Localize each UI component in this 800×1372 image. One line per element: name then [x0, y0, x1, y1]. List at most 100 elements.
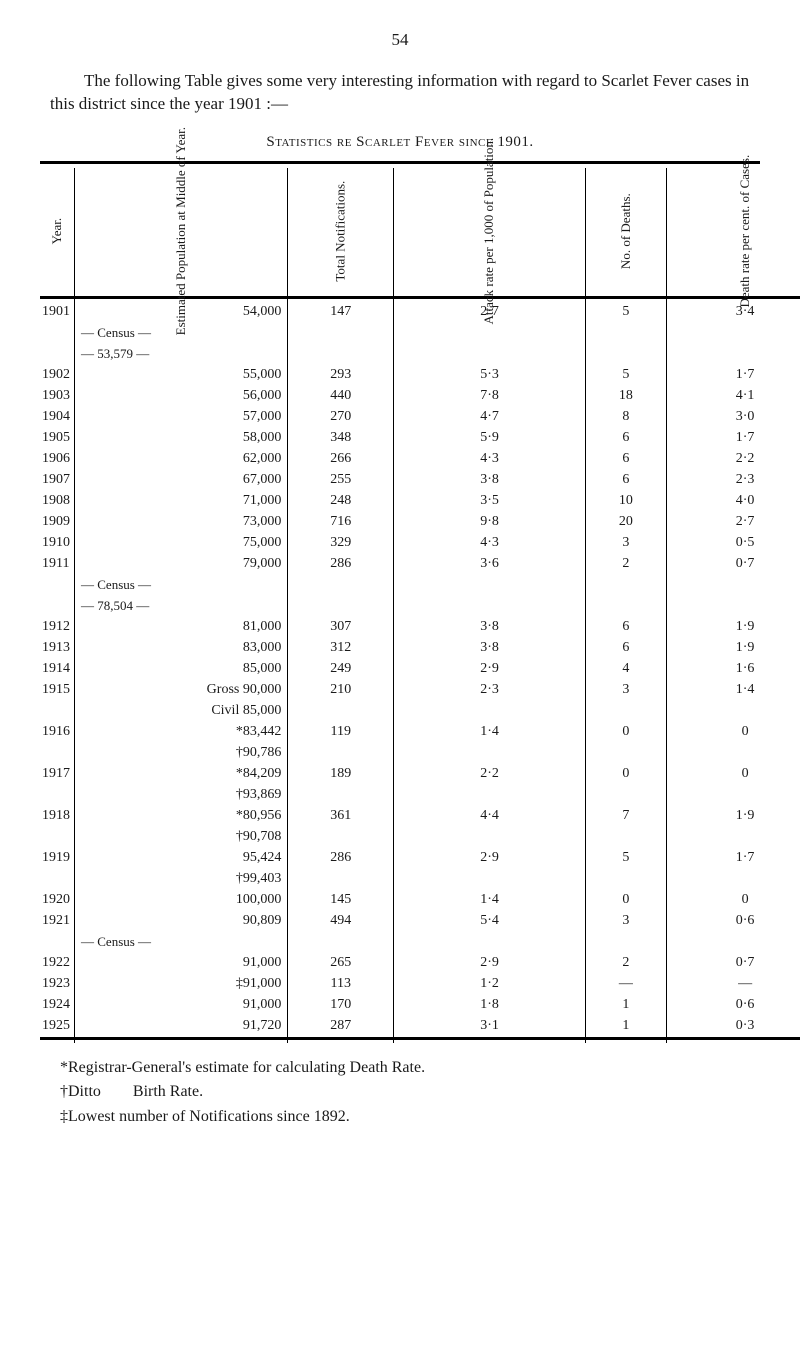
page-number: 54 [40, 30, 760, 50]
cell-notif: 248 [288, 491, 394, 512]
cell-deaths: 6 [585, 617, 666, 638]
cell-pop: 95,424 [75, 848, 288, 869]
col-year: Year. [40, 168, 75, 298]
cell-deaths: 6 [585, 470, 666, 491]
pop-sub-value: †90,786 [75, 743, 288, 764]
cell-notif: 170 [288, 995, 394, 1016]
cell-attack: 2·9 [394, 848, 586, 869]
cell-attack: 1·8 [394, 995, 586, 1016]
cell-attack: 2·9 [394, 953, 586, 974]
cell-deaths: 3 [585, 911, 666, 932]
table-row: 190767,0002553·862·30·0818873·763·2 [40, 470, 800, 491]
table-row: 1918*80,9563614·471·90·0819955·131·5 [40, 806, 800, 827]
cell-deaths: 5 [585, 365, 666, 386]
col-dr_cases: Death rate per cent. of Cases. [666, 168, 800, 298]
cell-deaths: 2 [585, 953, 666, 974]
cell-pop: 91,000 [75, 953, 288, 974]
cell-deaths: 6 [585, 638, 666, 659]
cell-attack: 2·9 [394, 659, 586, 680]
cell-attack: 3·8 [394, 617, 586, 638]
cell-year: 1909 [40, 512, 75, 533]
cell-year: 1915 [40, 680, 75, 701]
cell-year: 1908 [40, 491, 75, 512]
footnote-registrar: *Registrar-General's estimate for calcul… [74, 1057, 760, 1079]
table-row: 192190,8094945·430·6·0319038·421·0 [40, 911, 800, 932]
census-row: — Census — [40, 575, 800, 596]
census-row: — Census — [40, 932, 800, 953]
cell-pop: *84,209 [75, 764, 288, 785]
col-attack: Attack rate per 1,000 of Population. [394, 168, 586, 298]
cell-year: 1912 [40, 617, 75, 638]
table-row: 190871,0002483·5104·00·1417470·195·1 [40, 491, 800, 512]
cell-pop: 85,000 [75, 659, 288, 680]
pop-sub-row: †90,708 [40, 827, 800, 848]
cell-dr_cases: 0·6 [666, 995, 800, 1016]
census-label: — Census — [75, 575, 288, 596]
col-deaths: No. of Deaths. [585, 168, 666, 298]
table-row: 191995,4242862·951·70·0516758·442·3 [40, 848, 800, 869]
header-row: Year.Estimated Population at Middle of Y… [40, 168, 800, 298]
cell-attack: 3·8 [394, 638, 586, 659]
cell-pop: 67,000 [75, 470, 288, 491]
cell-attack: 2·2 [394, 764, 586, 785]
cell-pop: 100,000 [75, 890, 288, 911]
cell-attack: 5·4 [394, 911, 586, 932]
cell-pop: 91,000 [75, 995, 288, 1016]
cell-deaths: 1 [585, 1016, 666, 1039]
cell-pop: 62,000 [75, 449, 288, 470]
cell-dr_cases: 2·2 [666, 449, 800, 470]
col-label: Total Notifications. [334, 181, 348, 282]
cell-pop: 75,000 [75, 533, 288, 554]
cell-attack: 3·1 [394, 1016, 586, 1039]
cell-dr_cases: 3·4 [666, 302, 800, 323]
cell-notif: 270 [288, 407, 394, 428]
pop-sub-value: †90,708 [75, 827, 288, 848]
cell-notif: 348 [288, 428, 394, 449]
cell-deaths: 2 [585, 554, 666, 575]
cell-attack: 4·7 [394, 407, 586, 428]
table-body: 190154,0001472·753·40·096845·545·9— Cens… [40, 297, 800, 1043]
cell-attack: 4·4 [394, 806, 586, 827]
cell-attack: 5·9 [394, 428, 586, 449]
census-value: — 78,504 — [75, 596, 288, 617]
cell-deaths: 0 [585, 722, 666, 743]
pop-sub-value: †99,403 [75, 869, 288, 890]
cell-dr_cases: 3·0 [666, 407, 800, 428]
bottom-rule [40, 1038, 800, 1043]
cell-pop: 58,000 [75, 428, 288, 449]
cell-deaths: 1 [585, 995, 666, 1016]
cell-dr_cases: 0 [666, 890, 800, 911]
cell-pop: 73,000 [75, 512, 288, 533]
cell-deaths: 7 [585, 806, 666, 827]
cell-attack: 4·3 [394, 533, 586, 554]
cell-deaths: — [585, 974, 666, 995]
cell-attack: 4·3 [394, 449, 586, 470]
table-row: 1917*84,2091892·200011158·700 [40, 764, 800, 785]
cell-notif: 716 [288, 512, 394, 533]
cell-attack: 3·6 [394, 554, 586, 575]
cell-pop: 56,000 [75, 386, 288, 407]
col-label: No. of Deaths. [619, 193, 633, 269]
census-row: — Census — [40, 323, 800, 344]
table-row: 192491,0001701·810·6·018952·311·1 [40, 995, 800, 1016]
cell-year: 1902 [40, 365, 75, 386]
cell-year: 1914 [40, 659, 75, 680]
statistics-table: Year.Estimated Population at Middle of Y… [40, 168, 800, 1043]
cell-notif: 145 [288, 890, 394, 911]
cell-dr_cases: 1·7 [666, 365, 800, 386]
cell-year: 1920 [40, 890, 75, 911]
census-sub-row: — 78,504 — [40, 596, 800, 617]
census-label: — Census — [75, 932, 288, 953]
cell-year: 1903 [40, 386, 75, 407]
cell-attack: 3·5 [394, 491, 586, 512]
cell-year: 1906 [40, 449, 75, 470]
col-pop: Estimated Population at Middle of Year. [75, 168, 288, 298]
cell-attack: 1·2 [394, 974, 586, 995]
table-row: 192291,0002652·920·7·029435·411·0 [40, 953, 800, 974]
cell-notif: 210 [288, 680, 394, 701]
cell-year: 1924 [40, 995, 75, 1016]
cell-dr_cases: 0·5 [666, 533, 800, 554]
cell-pop: ‡91,000 [75, 974, 288, 995]
cell-dr_cases: 0·3 [666, 1016, 800, 1039]
cell-dr_cases: 0·7 [666, 953, 800, 974]
